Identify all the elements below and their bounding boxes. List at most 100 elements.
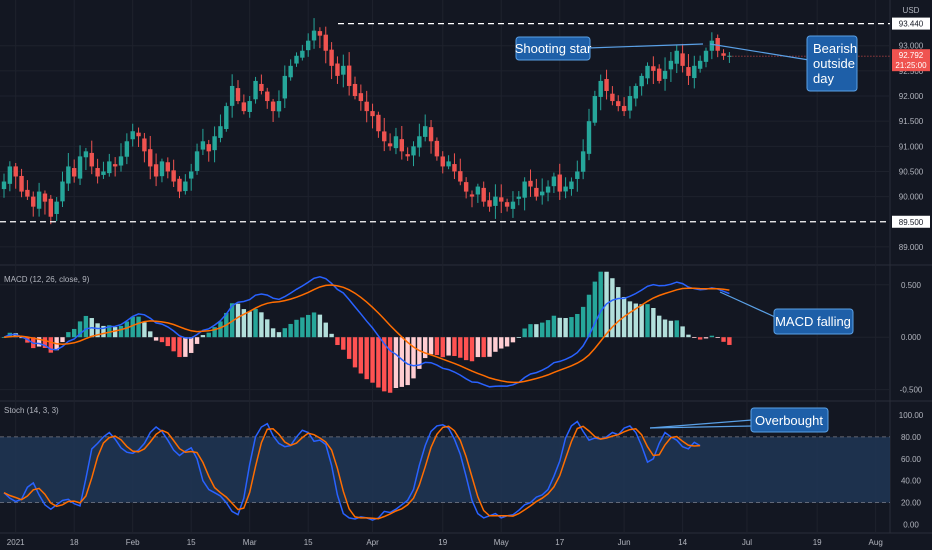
macd-histogram-bar [651,307,656,338]
candle [423,114,428,142]
candle-body [703,50,709,62]
candle [446,155,451,170]
macd-histogram-bar [183,337,188,357]
candle [575,160,580,192]
macd-histogram-bar [235,303,241,338]
candle [598,74,603,111]
candle-body [212,136,217,151]
candle [475,183,481,203]
candle-body [428,127,434,142]
macd-histogram-bar [66,332,71,338]
candle [323,26,328,64]
candle-body [709,40,715,51]
horizontal-levels[interactable] [0,22,890,223]
macd-histogram-bar [469,337,475,362]
macd-histogram-bar [118,325,124,338]
candle [428,120,434,154]
macd-histogram-bar [557,317,562,338]
macd-histogram-bar [112,327,118,338]
candle-body [294,55,299,64]
candle-body [399,139,404,152]
candle [200,128,206,156]
macd-histogram-bar [317,314,323,338]
candle [522,177,527,211]
macd-histogram-bar [382,337,387,392]
candle [493,184,498,219]
candle [276,90,282,118]
time-tick-label: 15 [304,538,313,547]
candle-body [265,91,270,102]
candlestick-series [1,18,732,225]
candle-body [551,176,557,187]
candle-body [83,151,89,158]
candle [727,52,732,63]
macd-histogram-bar [411,337,416,379]
candle [528,169,533,197]
signal-line [3,284,730,384]
time-tick-label: Apr [366,538,379,547]
macd-histogram-bar [697,337,703,340]
macd-histogram-bar [171,337,176,352]
stochastic-indicator [0,420,890,521]
candle [651,56,656,85]
time-axis[interactable]: 2021 18 Feb 15 Mar 15 Apr 19 May 17 Jun 14 Jul 19 Aug [7,538,883,547]
candle [352,76,358,100]
candle [686,54,691,86]
candle-body [60,181,65,202]
candle [668,51,674,82]
candle [95,158,100,184]
candle-body [36,191,42,209]
stoch-pane-label[interactable]: Stoch (14, 3, 3) [4,406,59,415]
candle [130,123,135,147]
macd-histogram-bar [592,281,598,338]
candle-body [335,63,340,76]
candle [551,172,557,193]
macd-histogram-bar [487,337,492,357]
candle-body [177,178,182,192]
candle [270,98,276,122]
candle-body [657,68,662,81]
candle [229,74,235,118]
candle [241,94,247,115]
candle-body [194,151,200,171]
candle-body [329,49,334,66]
macd-pane-label[interactable]: MACD (12, 26, close, 9) [4,275,90,284]
candle [662,57,668,91]
macd-histogram-bar [540,322,545,338]
callout-macd-falling: MACD falling [719,291,854,335]
candle [569,177,574,196]
candle-body [247,101,252,112]
macd-histogram-bar [534,324,539,338]
candle [42,190,48,215]
candle [592,90,598,126]
candle-body [13,166,18,177]
macd-histogram-bar [159,337,165,343]
time-tick-label: 17 [555,538,564,547]
macd-histogram-bar [376,337,381,388]
candle-body [697,60,703,69]
candle-body [633,85,638,99]
macd-histogram-bar [60,337,65,343]
macd-histogram-bar [668,320,674,338]
candle-body [19,175,24,192]
candle-body [662,70,668,79]
candle [282,65,287,109]
macd-histogram-bar [206,332,211,338]
candle-body [510,201,516,209]
macd-histogram-bar [528,324,533,338]
candle [288,59,293,81]
candle [370,103,375,129]
candle-body [376,114,381,132]
candle-body [463,182,469,192]
macd-histogram-bar [440,337,445,358]
candle-body [358,93,364,102]
candle-body [364,101,369,112]
candle [317,27,323,49]
candle-body [569,181,574,190]
candle [358,84,364,111]
price-scale[interactable]: USD 93.000 92.500 92.000 91.500 91.000 90.500… [892,6,930,530]
candle [510,191,516,218]
candle-body [692,65,697,79]
candle-body [639,75,644,87]
